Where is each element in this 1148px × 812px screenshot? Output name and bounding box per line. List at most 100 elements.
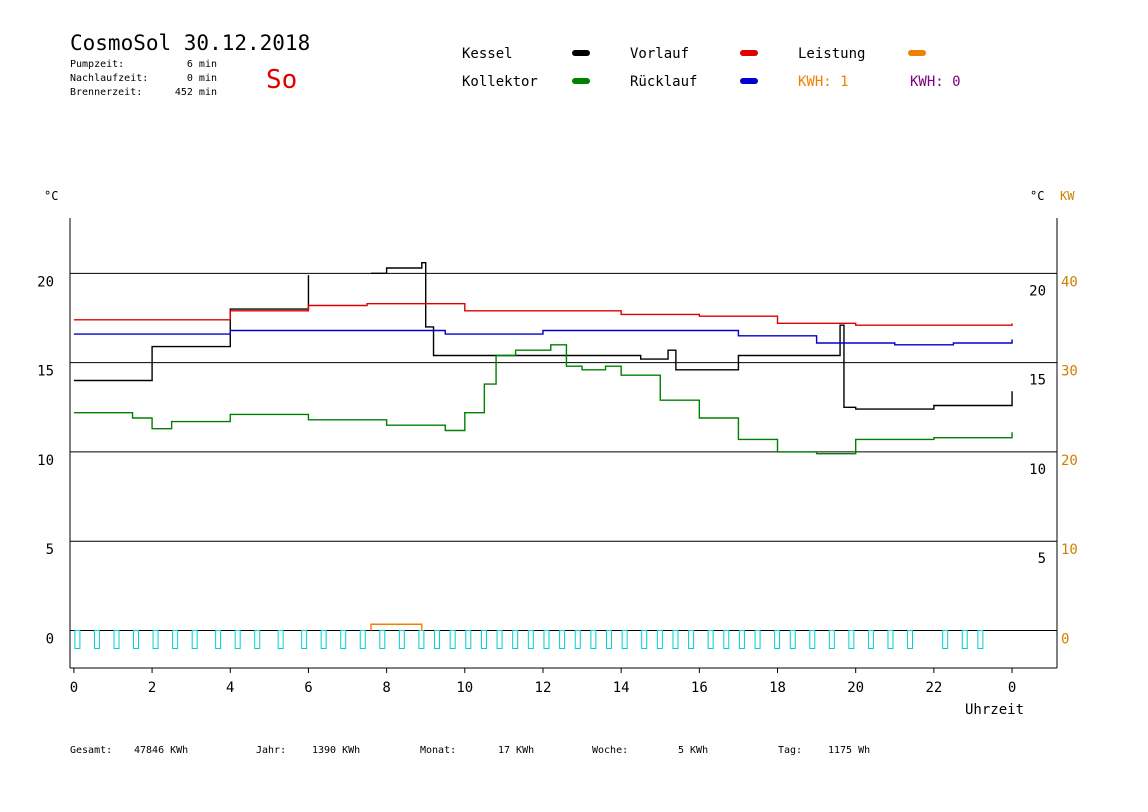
pump-pulse (277, 630, 284, 649)
stat-value: 0 min (187, 73, 217, 84)
pump-pulse (942, 630, 949, 649)
x-tick-label: 16 (691, 680, 708, 696)
pump-pulse (398, 630, 405, 649)
title: CosmoSol 30.12.2018 (70, 31, 310, 55)
y-tick-label-right: 20 (1029, 283, 1046, 299)
pump-pulse (574, 630, 581, 649)
x-tick-label: 20 (847, 680, 864, 696)
pump-pulse (977, 630, 984, 649)
x-tick-label: 10 (456, 680, 473, 696)
pump-pulse (133, 630, 140, 649)
y-tick-label: 20 (37, 274, 54, 290)
pump-pulse (848, 630, 855, 649)
pump-pulse (527, 630, 534, 649)
y-tick-label: 0 (46, 632, 54, 648)
pump-pulse (656, 630, 663, 649)
y2-label: KW (1060, 189, 1075, 203)
x-tick-label: 18 (769, 680, 786, 696)
stat-value: 452 min (175, 87, 217, 98)
footer-label: Woche: (592, 745, 628, 756)
pump-pulse (809, 630, 816, 649)
legend-label: Kollektor (462, 74, 538, 90)
pump-pulse (723, 630, 730, 649)
footer-value: 1390 KWh (312, 745, 360, 756)
pump-pulse (215, 630, 222, 649)
pump-pulse (74, 630, 81, 649)
y-tick-label-right: 10 (1029, 462, 1046, 478)
series-line (73, 275, 310, 382)
pump-pulse (152, 630, 159, 649)
stat-value: 6 min (187, 59, 217, 70)
pump-pulse (621, 630, 628, 649)
y2-tick-label: 40 (1061, 274, 1078, 290)
y-label: °C (44, 189, 58, 203)
footer-label: Gesamt: (70, 745, 112, 756)
x-tick-label: 6 (304, 680, 312, 696)
footer-label: Tag: (778, 745, 802, 756)
y-tick-label-right: 5 (1038, 551, 1046, 567)
x-tick-label: 14 (613, 680, 630, 696)
pump-pulse (301, 630, 308, 649)
x-tick-label: 4 (226, 680, 234, 696)
y-tick-label: 15 (37, 364, 54, 380)
pump-pulse (789, 630, 796, 649)
y-tick-label-right: 15 (1029, 373, 1046, 389)
pump-pulse (359, 630, 366, 649)
series-line (73, 303, 1013, 326)
pump-pulse (738, 630, 745, 649)
footer-label: Monat: (420, 745, 456, 756)
pump-pulse (418, 630, 425, 649)
pump-pulse (559, 630, 566, 649)
x-tick-label: 0 (70, 680, 78, 696)
kwh-1: KWH: 1 (798, 74, 849, 90)
stat-label: Pumpzeit: (70, 59, 124, 70)
x-tick-label: 12 (535, 680, 552, 696)
pump-pulse (340, 630, 347, 649)
series-line (370, 261, 1013, 410)
y-label-right: °C (1030, 189, 1044, 203)
y-tick-label: 10 (37, 453, 54, 469)
footer-value: 47846 KWh (134, 745, 188, 756)
legend-label: Leistung (798, 46, 865, 62)
pump-pulse (93, 630, 100, 649)
kwh-2: KWH: 0 (910, 74, 961, 90)
pump-pulse (449, 630, 456, 649)
pump-pulse (606, 630, 613, 649)
pump-pulse (465, 630, 472, 649)
pump-pulse (254, 630, 261, 649)
footer-label: Jahr: (256, 745, 286, 756)
pump-pulse (887, 630, 894, 649)
pump-pulse (379, 630, 386, 649)
y2-tick-label: 30 (1061, 364, 1078, 380)
series-line (73, 344, 1013, 455)
series-line (370, 623, 423, 631)
y2-tick-label: 10 (1061, 542, 1078, 558)
pump-pulse (641, 630, 648, 649)
pump-pulse (320, 630, 327, 649)
pump-pulse (543, 630, 550, 649)
y-tick-label: 5 (46, 542, 54, 558)
pump-pulse (434, 630, 441, 649)
pump-pulse (688, 630, 695, 649)
pump-pulse (496, 630, 503, 649)
day: So (266, 65, 297, 95)
footer-value: 5 KWh (678, 745, 708, 756)
x-tick-label: 0 (1008, 680, 1016, 696)
pump-pulse (672, 630, 679, 649)
pump-pulse (707, 630, 714, 649)
stat-label: Nachlaufzeit: (70, 73, 148, 84)
pump-pulse (512, 630, 519, 649)
pump-pulse (590, 630, 597, 649)
pump-pulse (172, 630, 179, 649)
footer-value: 17 KWh (498, 745, 534, 756)
legend-label: Vorlauf (630, 46, 689, 62)
pump-pulse (113, 630, 120, 649)
legend-label: Rücklauf (630, 74, 697, 90)
legend-label: Kessel (462, 46, 513, 62)
stat-label: Brennerzeit: (70, 87, 142, 98)
pump-pulse (774, 630, 781, 649)
x-tick-label: 2 (148, 680, 156, 696)
y2-tick-label: 0 (1061, 632, 1069, 648)
pump-pulse (234, 630, 241, 649)
